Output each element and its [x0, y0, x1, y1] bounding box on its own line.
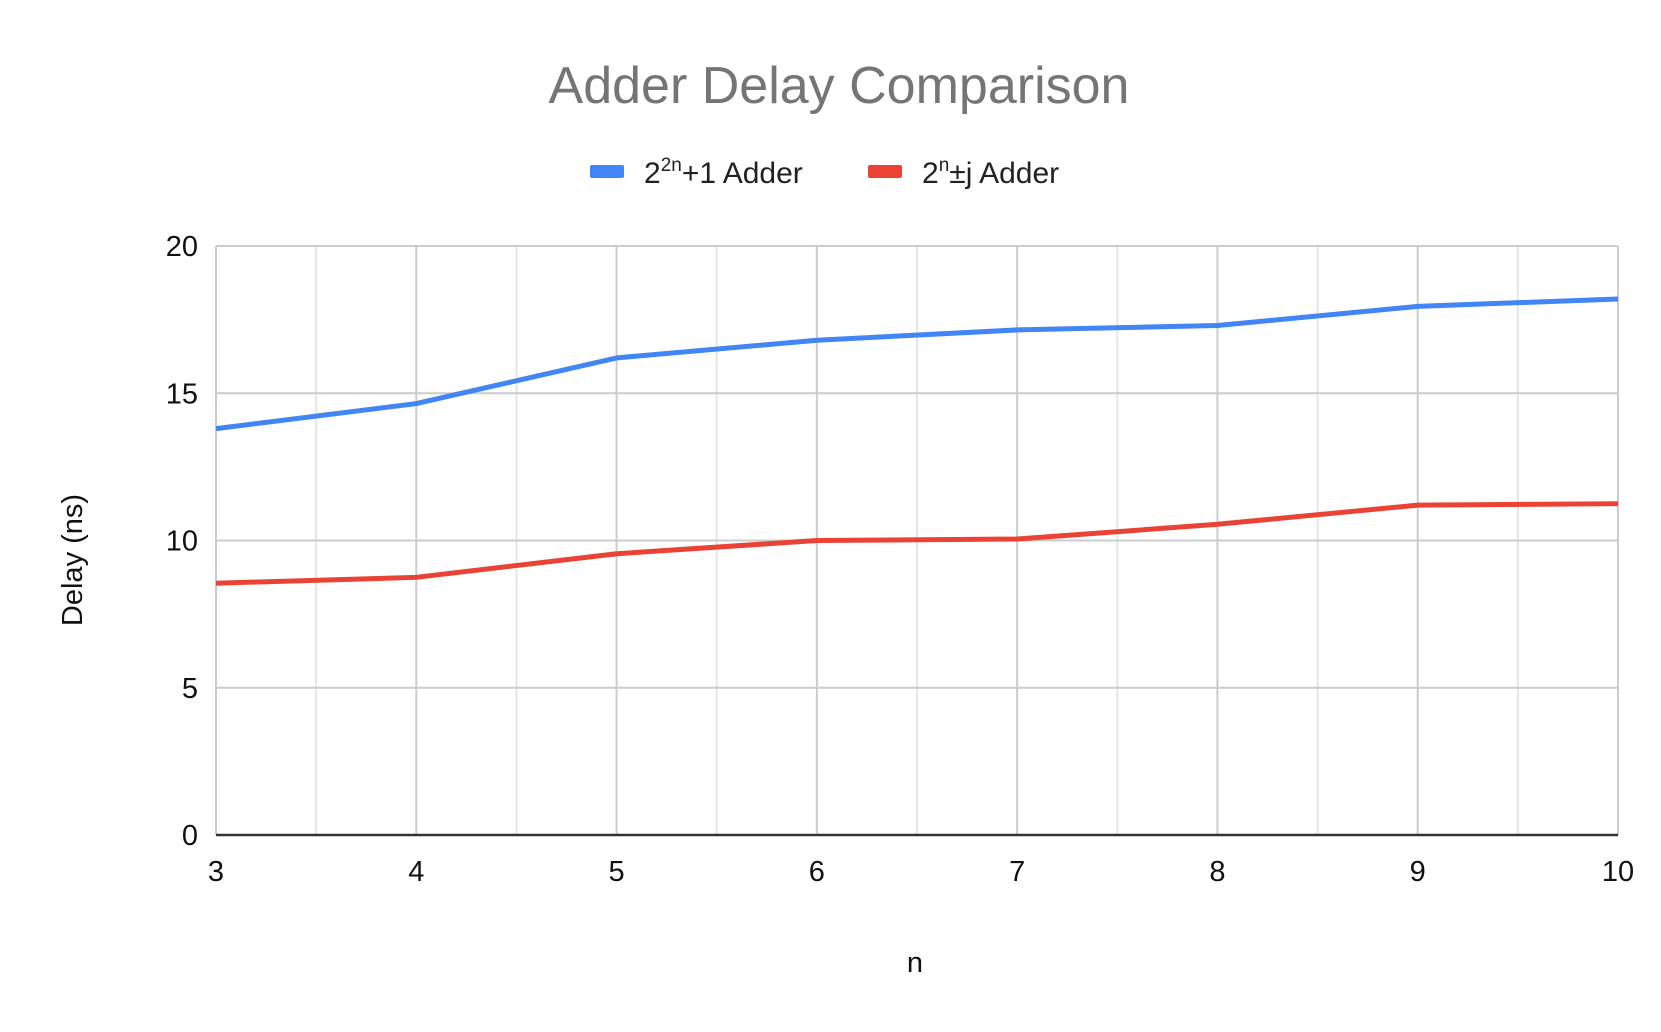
legend-label: 22n+1 Adder	[644, 155, 803, 190]
x-tick-label: 3	[208, 856, 224, 888]
x-tick-labels: 3 4 5 6 7 8 9 10	[208, 856, 1634, 888]
series-line-2	[215, 501, 1619, 586]
x-tick-label: 8	[1209, 856, 1225, 888]
x-tick-label: 6	[809, 856, 825, 888]
y-tick-label: 0	[182, 820, 198, 852]
y-tick-label: 10	[166, 526, 198, 558]
x-tick-label: 7	[1009, 856, 1025, 888]
legend-swatch	[868, 165, 902, 178]
series-line-1	[215, 296, 1619, 432]
y-axis-label: Delay (ns)	[57, 494, 89, 626]
legend-item-1: 22n+1 Adder	[590, 155, 803, 190]
x-axis-label: n	[907, 947, 923, 979]
chart-title: Adder Delay Comparison	[549, 57, 1130, 115]
legend-label: 2n±j Adder	[922, 155, 1059, 190]
legend-item-2: 2n±j Adder	[868, 155, 1059, 190]
series-lines	[215, 296, 1619, 586]
y-tick-label: 15	[166, 378, 198, 410]
legend-swatch	[590, 165, 624, 178]
x-tick-label: 10	[1602, 856, 1634, 888]
y-tick-label: 5	[182, 673, 198, 705]
x-tick-label: 9	[1410, 856, 1426, 888]
y-tick-labels: 0 5 10 15 20	[166, 231, 198, 852]
legend: 22n+1 Adder 2n±j Adder	[590, 155, 1059, 190]
x-tick-label: 5	[609, 856, 625, 888]
x-tick-label: 4	[408, 856, 424, 888]
y-tick-label: 20	[166, 231, 198, 263]
